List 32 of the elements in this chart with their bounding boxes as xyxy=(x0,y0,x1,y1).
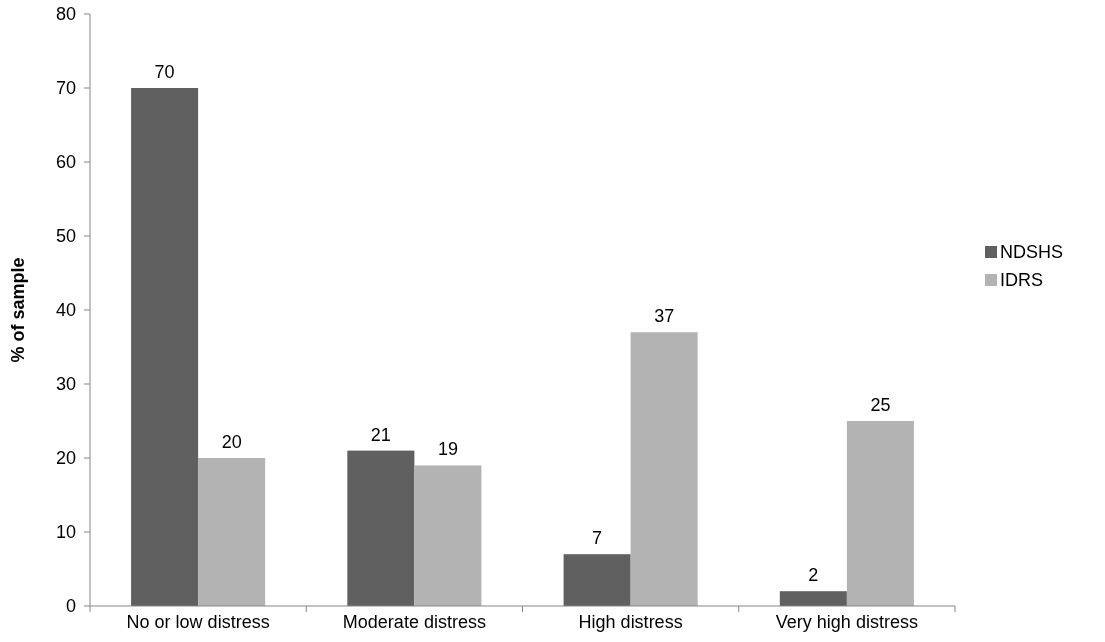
bar xyxy=(846,421,914,606)
y-tick-label: 30 xyxy=(55,374,76,395)
data-label: 2 xyxy=(808,565,819,586)
x-tick-label: No or low distress xyxy=(126,612,270,633)
y-tick-label: 40 xyxy=(55,300,76,321)
data-label: 70 xyxy=(154,62,175,82)
x-tick-label: Very high distress xyxy=(775,612,918,633)
y-tick-label: 0 xyxy=(65,596,76,617)
bar xyxy=(414,465,482,606)
bar xyxy=(779,591,847,606)
bar xyxy=(563,554,631,606)
x-tick-label: Moderate distress xyxy=(342,612,486,633)
data-label: 20 xyxy=(221,432,242,452)
data-label: 7 xyxy=(592,528,603,549)
legend-label: IDRS xyxy=(1000,270,1044,291)
y-tick-label: 80 xyxy=(55,4,76,25)
y-axis-title: % of sample xyxy=(8,257,28,363)
bar xyxy=(630,332,698,606)
bar xyxy=(198,458,266,606)
data-label: 19 xyxy=(437,439,458,460)
bar xyxy=(347,450,415,606)
legend-label: NDSHS xyxy=(1000,242,1064,263)
bar xyxy=(131,88,199,606)
y-tick-label: 10 xyxy=(55,522,76,543)
y-tick-label: 70 xyxy=(55,78,76,99)
y-tick-label: 60 xyxy=(55,152,76,173)
y-tick-label: 50 xyxy=(55,226,76,247)
data-label: 37 xyxy=(654,306,675,327)
data-label: 21 xyxy=(370,424,391,445)
data-label: 25 xyxy=(870,395,891,415)
x-tick-label: High distress xyxy=(578,612,683,633)
y-tick-label: 20 xyxy=(55,448,76,469)
